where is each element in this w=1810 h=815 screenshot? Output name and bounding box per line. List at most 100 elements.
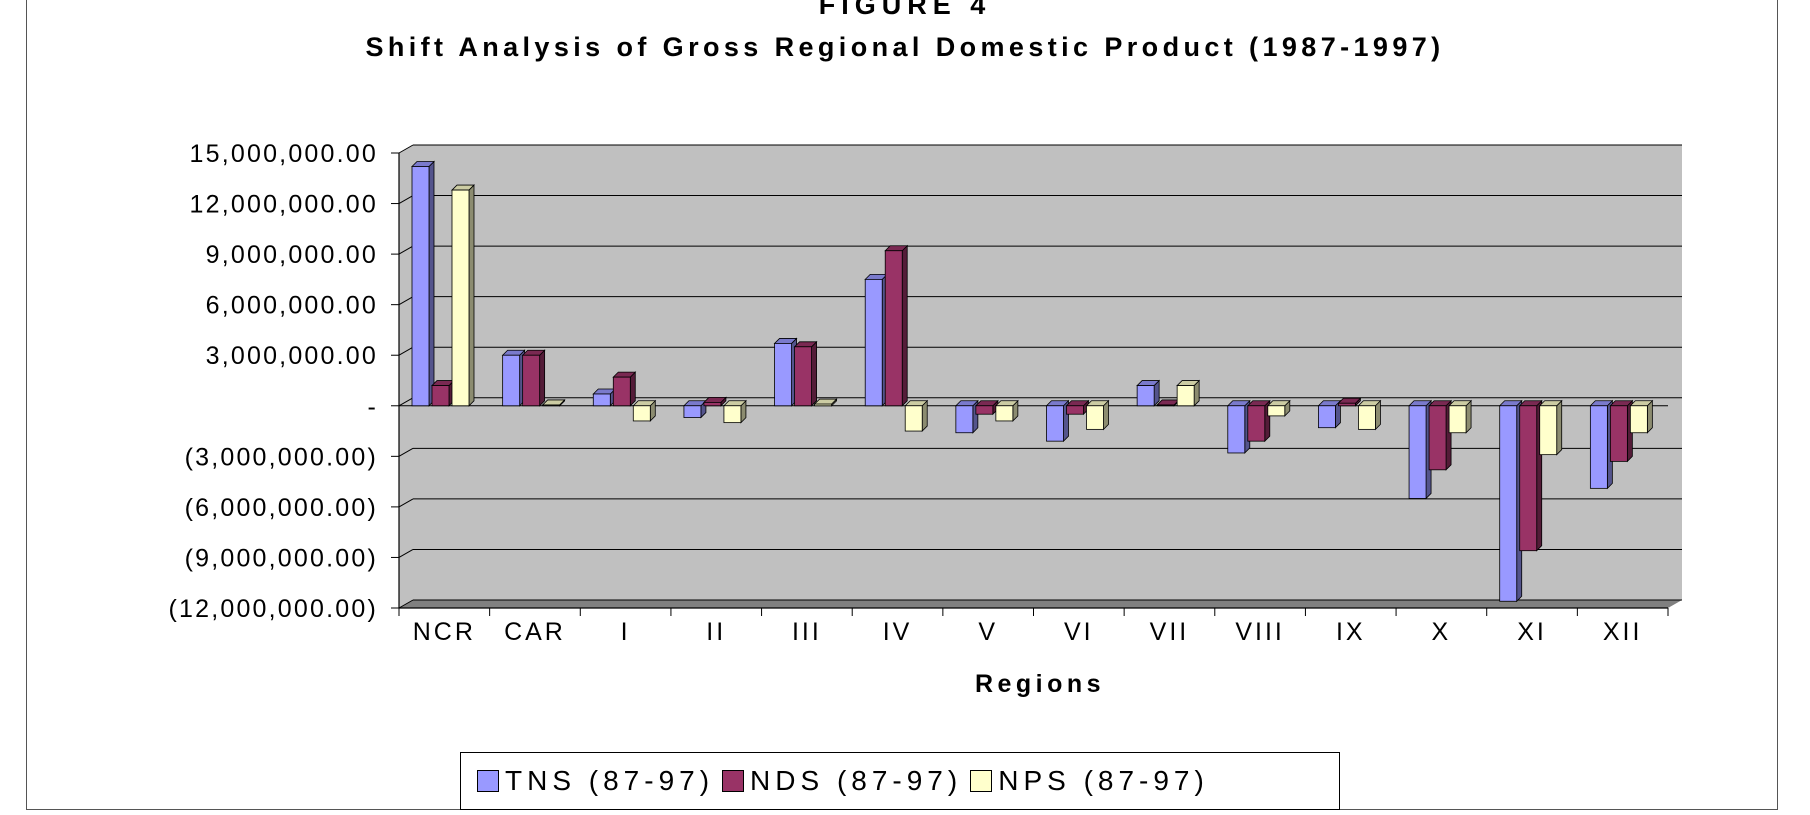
y-tick-label: (3,000,000.00) [185, 443, 378, 471]
bar [411, 160, 435, 407]
bar [1176, 379, 1201, 407]
legend-swatch [722, 770, 745, 792]
bar [451, 184, 475, 407]
x-tick-label: I [621, 618, 631, 646]
gridline-depth [398, 549, 414, 558]
bar [431, 379, 455, 407]
x-tick-label: IX [1336, 618, 1366, 646]
bar-front [1156, 404, 1175, 407]
x-tick-label: VII [1150, 618, 1190, 646]
legend-item: TNS (87-97) [477, 765, 714, 797]
bar [793, 340, 818, 407]
bar-side [629, 371, 636, 407]
bar [954, 399, 979, 434]
x-axis-label: Regions [975, 670, 1105, 698]
bar-side [468, 184, 475, 407]
legend-item: NDS (87-97) [722, 765, 962, 797]
bar-front [995, 405, 1014, 422]
bar [864, 273, 889, 407]
legend-swatch [477, 770, 499, 792]
bar-front [1609, 405, 1628, 462]
bar-front [1499, 405, 1518, 602]
bar [1226, 399, 1251, 454]
bar-front [1066, 405, 1084, 415]
bar [541, 398, 566, 407]
bar [1609, 399, 1634, 463]
floor [399, 600, 1682, 608]
bar-front [1629, 405, 1648, 434]
bar [1266, 399, 1291, 417]
bar [1337, 397, 1362, 407]
gridline-depth [398, 346, 414, 356]
bar-front [774, 343, 792, 407]
bar [702, 396, 727, 407]
gridline-depth [398, 397, 414, 407]
y-tick-label: 15,000,000.00 [190, 140, 378, 168]
legend-swatch [970, 770, 993, 792]
y-tick-label: 12,000,000.00 [190, 191, 378, 219]
y-tick-label: 9,000,000.00 [206, 241, 378, 269]
side-wall [399, 145, 413, 608]
bar-side [811, 340, 817, 407]
gridline-depth [398, 498, 414, 508]
bar-front [1358, 405, 1376, 430]
bar-front [1086, 405, 1104, 430]
bars [411, 160, 1654, 603]
bar-front [542, 404, 561, 407]
y-tick-label: 6,000,000.00 [206, 292, 378, 320]
back-wall [413, 145, 1682, 600]
bar [1408, 399, 1433, 500]
bar-side [539, 349, 546, 407]
bar-front [1448, 405, 1467, 434]
bar-chart: 15,000,000.00 12,000,000.00 9,000,000.00 6,… [168, 140, 1682, 698]
bar [1045, 399, 1070, 443]
bar-front [431, 385, 450, 407]
gridline-depth [398, 195, 414, 204]
bar [501, 349, 526, 407]
x-tick-label: V [978, 618, 998, 646]
bar-front [592, 393, 611, 407]
gridline-depth [398, 144, 414, 154]
y-axis: 15,000,000.00 12,000,000.00 9,000,000.00 6,… [168, 140, 1668, 623]
bar-front [1408, 405, 1427, 499]
bar-front [1227, 405, 1246, 454]
x-tick-label: XI [1517, 618, 1547, 646]
bar [1317, 399, 1342, 429]
legend-label: TNS (87-97) [505, 765, 715, 796]
bar [884, 244, 909, 407]
y-tick-label: (9,000,000.00) [185, 544, 378, 572]
bar-front [864, 278, 883, 407]
bar-front [1267, 405, 1286, 417]
bar [904, 399, 929, 433]
bar [722, 399, 747, 424]
bar-front [632, 405, 651, 422]
bar [1085, 399, 1110, 431]
bar [632, 399, 657, 422]
legend-label: NPS (87-97) [998, 765, 1209, 796]
chart-title: Shift Analysis of Gross Regional Domesti… [365, 32, 1445, 62]
bar [521, 349, 546, 407]
bar-front [612, 376, 631, 407]
bar-front [1046, 405, 1064, 442]
bar-front [814, 403, 832, 407]
bar [1589, 399, 1614, 490]
legend-item: NPS (87-97) [970, 765, 1209, 797]
bar [773, 337, 798, 407]
bar-front [703, 402, 722, 407]
bar [994, 399, 1019, 422]
gridline-depth [398, 447, 414, 457]
bar-front [723, 405, 742, 424]
bar-front [1519, 405, 1538, 552]
bar-front [1338, 402, 1356, 407]
y-tick-label: (12,000,000.00) [168, 595, 378, 623]
bar [682, 399, 707, 419]
bar-front [955, 405, 974, 434]
bar-side [901, 244, 908, 407]
bar [1498, 399, 1523, 603]
x-tick-label: X [1432, 618, 1452, 646]
gridline-depth [398, 245, 414, 255]
x-tick-label: IV [883, 618, 913, 646]
plot-area [399, 145, 1682, 608]
bar-front [1318, 405, 1336, 429]
bar-front [522, 354, 541, 407]
